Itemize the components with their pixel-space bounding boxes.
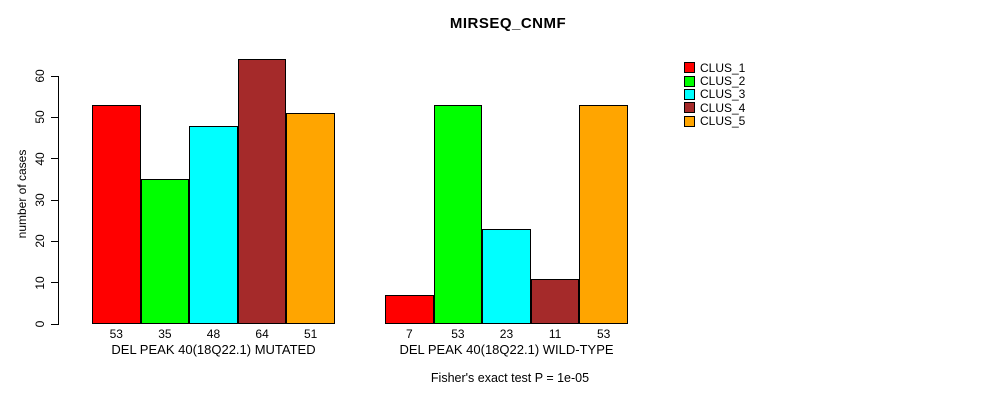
- bar-clus_1: [385, 295, 434, 324]
- bar-clus_3: [189, 125, 238, 324]
- y-axis-tick: [51, 158, 58, 160]
- annotation-fisher-test: Fisher's exact test P = 1e-05: [430, 371, 590, 385]
- bar-value-label: 23: [499, 327, 514, 341]
- legend: CLUS_1 CLUS_2 CLUS_3 CLUS_4 CLUS_5: [684, 61, 745, 128]
- legend-item: CLUS_2: [684, 74, 746, 89]
- bar-clus_3: [482, 228, 531, 324]
- bar-value-label: 7: [405, 327, 413, 341]
- y-axis-tick-label: 50: [33, 110, 47, 125]
- legend-item-label: CLUS_1: [700, 60, 746, 75]
- group-label: DEL PEAK 40(18Q22.1) WILD-TYPE: [399, 342, 614, 357]
- legend-swatch: [684, 62, 695, 74]
- bar-value-label: 35: [158, 327, 172, 341]
- bar-clus_4: [237, 59, 287, 324]
- bar-clus_1: [92, 104, 141, 324]
- chart-title: MIRSEQ_CNMF: [449, 15, 567, 32]
- legend-swatch: [684, 88, 695, 100]
- y-axis-tick: [51, 199, 58, 201]
- bar-clus_4: [530, 278, 580, 324]
- bar-value-label: 53: [597, 327, 611, 341]
- y-axis-tick-label: 40: [33, 151, 47, 166]
- legend-item: CLUS_4: [684, 100, 746, 115]
- bar-clus_2: [140, 179, 190, 324]
- y-axis-line: [58, 76, 59, 325]
- y-axis-tick-label: 30: [33, 193, 47, 207]
- y-axis-tick-label: 10: [33, 275, 47, 290]
- bar-value-label: 53: [109, 327, 123, 341]
- y-axis-tick: [51, 240, 58, 242]
- y-axis-tick: [51, 116, 58, 118]
- bar-clus_5: [579, 104, 628, 324]
- legend-item-label: CLUS_4: [700, 100, 746, 115]
- bar-value-label: 64: [255, 327, 269, 341]
- bar-clus_2: [433, 104, 483, 324]
- y-axis-tick-label: 60: [33, 69, 47, 83]
- y-axis-tick-label: 20: [33, 234, 47, 249]
- y-axis-tick: [51, 282, 58, 284]
- legend-swatch: [684, 102, 695, 114]
- y-axis-tick-label: 0: [33, 320, 47, 328]
- legend-item-label: CLUS_3: [700, 87, 746, 102]
- bar-value-label: 48: [206, 327, 221, 341]
- bar-value-label: 51: [304, 327, 318, 341]
- y-axis-label: number of cases: [15, 149, 29, 239]
- legend-item: CLUS_1: [684, 60, 746, 75]
- legend-swatch: [684, 115, 695, 127]
- y-axis-tick: [51, 323, 58, 325]
- legend-swatch: [684, 75, 695, 87]
- legend-item-label: CLUS_2: [700, 74, 746, 89]
- bar-clus_5: [286, 113, 335, 324]
- legend-item-label: CLUS_5: [700, 114, 746, 129]
- legend-item: CLUS_3: [684, 87, 746, 102]
- y-axis-tick: [51, 75, 58, 77]
- bar-value-label: 53: [451, 327, 465, 341]
- bar-value-label: 11: [548, 327, 562, 341]
- group-label: DEL PEAK 40(18Q22.1) MUTATED: [111, 342, 316, 357]
- legend-item: CLUS_5: [684, 114, 746, 129]
